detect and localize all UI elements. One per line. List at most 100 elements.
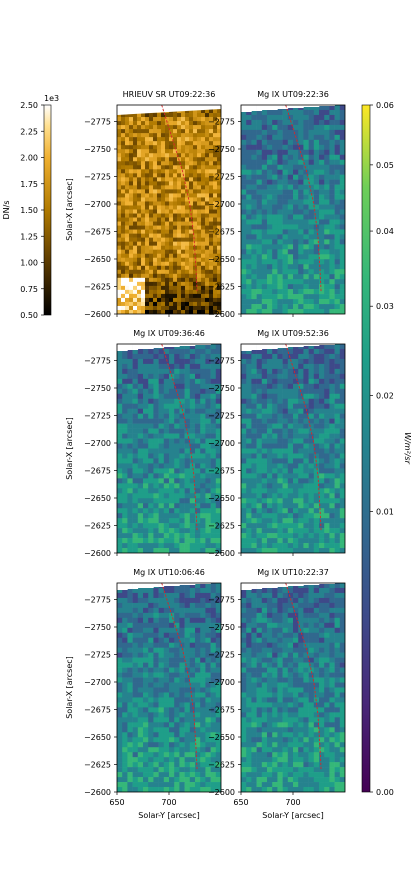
- y-tick-label: −2600: [84, 310, 111, 319]
- y-axis-label: Solar-X [arcsec]: [65, 656, 74, 719]
- trajectory-line: [161, 105, 198, 293]
- euv-colorbar-ticks: 0.50 0.75 1.00 1.25 1.50 1.75 2.00 2.25 2.50: [20, 101, 44, 320]
- y-tick-label: −2625: [84, 761, 111, 770]
- y-tick-label: −2675: [208, 228, 235, 237]
- y-tick-label: −2700: [84, 439, 111, 448]
- y-tick-label: −2625: [208, 283, 235, 292]
- y-tick-label: −2700: [208, 200, 235, 209]
- panel-image: [117, 583, 221, 792]
- colorbar-tick-label: 1.00: [20, 259, 38, 268]
- no-data-region: [117, 105, 221, 115]
- y-tick-label: −2700: [84, 200, 111, 209]
- euv-colorbar-gradient: [43, 104, 52, 316]
- panel-1: HRIEUV SR UT09:22:36 −2775 −2750 −2725 −2700…: [65, 90, 222, 319]
- y-tick-label: −2700: [208, 678, 235, 687]
- y-tick-label: −2625: [208, 522, 235, 531]
- colorbar-label-dns: DN/s: [2, 200, 11, 219]
- panel-title: Mg IX UT09:36:46: [133, 329, 205, 338]
- y-tick-label: −2650: [208, 494, 235, 503]
- x-tick-label: 700: [161, 798, 176, 807]
- y-tick-label: −2675: [84, 706, 111, 715]
- panel-3: Mg IX UT09:36:46 −2775 −2750 −2725 −2700 −267…: [65, 329, 222, 558]
- panel-image: [241, 344, 345, 553]
- colorbar-tick-label: 2.00: [20, 154, 38, 163]
- y-tick-label: −2775: [208, 357, 235, 366]
- y-tick-label: −2750: [208, 384, 235, 393]
- y-tick-label: −2700: [208, 439, 235, 448]
- y-tick-label: −2725: [208, 412, 235, 421]
- y-tick-label: −2775: [84, 357, 111, 366]
- colorbar-tick-label: 0.75: [20, 285, 38, 294]
- x-axis-label: Solar-Y [arcsec]: [262, 811, 323, 820]
- panel-title: Mg IX UT09:52:36: [257, 329, 329, 338]
- y-tick-label: −2725: [84, 412, 111, 421]
- y-tick-label: −2750: [208, 623, 235, 632]
- x-tick-label: 650: [233, 798, 248, 807]
- y-tick-label: −2725: [84, 651, 111, 660]
- y-tick-label: −2775: [208, 118, 235, 127]
- mg-colorbar: 0.00 0.01 0.02 0.03 0.04 0.05 0.06 W/m²/sr: [361, 101, 412, 797]
- panel-5: Mg IX UT10:06:46 −2775 −2750 −2725 −2700 −267…: [65, 568, 222, 820]
- y-tick-label: −2625: [208, 761, 235, 770]
- y-tick-label: −2675: [84, 228, 111, 237]
- y-tick-label: −2600: [84, 788, 111, 797]
- x-tick-label: 700: [285, 798, 300, 807]
- y-tick-label: −2675: [208, 706, 235, 715]
- panel-4: Mg IX UT09:52:36 −2775 −2750 −2725 −2700 −267…: [208, 329, 346, 558]
- colorbar-tick-label: 0.50: [20, 311, 38, 320]
- y-tick-label: −2600: [208, 788, 235, 797]
- colorbar-tick-label: 2.25: [20, 127, 38, 136]
- panel-title: Mg IX UT09:22:36: [257, 90, 329, 99]
- y-tick-label: −2625: [84, 522, 111, 531]
- panel-image: [117, 344, 221, 553]
- panel-image: [241, 105, 345, 314]
- panel-6: Mg IX UT10:22:37 −2775 −2750 −2725 −2700 −267…: [208, 568, 346, 820]
- trajectory-line: [285, 583, 322, 771]
- y-axis-label: Solar-X [arcsec]: [65, 417, 74, 480]
- y-tick-label: −2600: [208, 310, 235, 319]
- y-tick-label: −2625: [84, 283, 111, 292]
- y-tick-label: −2600: [84, 549, 111, 558]
- colorbar-tick-label: 0.05: [376, 161, 394, 170]
- mg-colorbar-gradient: [361, 104, 371, 793]
- y-tick-label: −2650: [208, 255, 235, 264]
- y-tick-label: −2750: [84, 623, 111, 632]
- colorbar-tick-label: 1.75: [20, 180, 38, 189]
- trajectory-line: [161, 344, 198, 532]
- colorbar-tick-label: 0.04: [376, 227, 394, 236]
- panel-image: [117, 105, 221, 314]
- panel-title: Mg IX UT10:22:37: [257, 568, 329, 577]
- y-tick-label: −2775: [208, 596, 235, 605]
- colorbar-tick-label: 2.50: [20, 101, 38, 110]
- y-tick-label: −2700: [84, 678, 111, 687]
- y-tick-label: −2725: [208, 173, 235, 182]
- colorbar-tick-label: 0.06: [376, 101, 394, 110]
- panel-grid: HRIEUV SR UT09:22:36 −2775 −2750 −2725 −2700…: [65, 90, 346, 820]
- y-tick-label: −2750: [84, 145, 111, 154]
- colorbar-tick-label: 1.50: [20, 206, 38, 215]
- trajectory-line: [285, 344, 322, 532]
- y-tick-label: −2725: [84, 173, 111, 182]
- y-tick-label: −2725: [208, 651, 235, 660]
- y-tick-label: −2650: [208, 733, 235, 742]
- y-tick-label: −2675: [208, 467, 235, 476]
- colorbar-exponent: 1e3: [44, 94, 59, 103]
- y-tick-label: −2775: [84, 596, 111, 605]
- colorbar-label-radiance: W/m²/sr: [403, 432, 412, 464]
- y-tick-label: −2775: [84, 118, 111, 127]
- euv-colorbar: 1e3 0.50 0.75 1.00 1.25 1.50 1.75 2.00 2.25 2.50…: [2, 94, 59, 320]
- trajectory-line: [285, 105, 322, 293]
- colorbar-tick-label: 0.00: [376, 788, 394, 797]
- panel-title: HRIEUV SR UT09:22:36: [123, 90, 216, 99]
- x-tick-label: 650: [109, 798, 124, 807]
- y-tick-label: −2750: [84, 384, 111, 393]
- y-tick-label: −2650: [84, 733, 111, 742]
- panel-2: Mg IX UT09:22:36 −2775 −2750 −2725 −2700 −267…: [208, 90, 346, 319]
- y-axis-label: Solar-X [arcsec]: [65, 178, 74, 241]
- y-tick-label: −2650: [84, 255, 111, 264]
- x-axis-label: Solar-Y [arcsec]: [138, 811, 199, 820]
- colorbar-tick-label: 0.03: [376, 302, 394, 311]
- panel-title: Mg IX UT10:06:46: [133, 568, 205, 577]
- colorbar-tick-label: 0.02: [376, 391, 394, 400]
